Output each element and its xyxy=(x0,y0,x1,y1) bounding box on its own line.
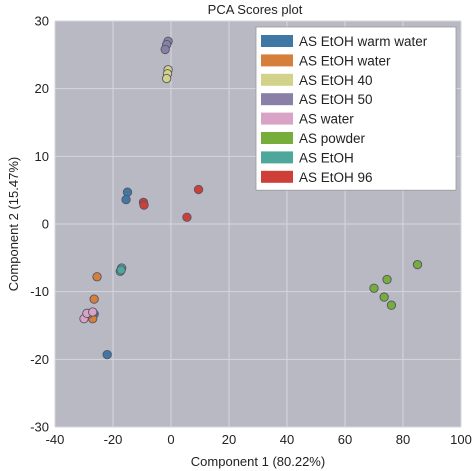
legend-label: AS powder xyxy=(299,131,366,146)
data-point xyxy=(122,187,133,197)
y-tick-label: -20 xyxy=(30,352,49,367)
y-tick-label: -10 xyxy=(30,284,49,299)
legend-label: AS EtOH warm water xyxy=(299,34,428,49)
x-axis-label: Component 1 (80.22%) xyxy=(191,454,325,469)
data-point xyxy=(379,292,389,302)
legend: AS EtOH warm water AS EtOH water AS EtOH 4… xyxy=(255,26,457,191)
x-tick-label: 20 xyxy=(222,432,236,447)
y-tick-label: 20 xyxy=(35,81,49,96)
data-point xyxy=(160,44,170,55)
data-point xyxy=(102,349,112,360)
legend-label: AS EtOH xyxy=(299,150,354,165)
legend-swatch xyxy=(261,132,293,144)
legend-swatch xyxy=(261,54,293,67)
data-point xyxy=(139,200,149,210)
legend-label: AS EtOH water xyxy=(299,53,391,68)
data-point xyxy=(92,272,102,282)
legend-swatch xyxy=(261,73,293,86)
x-tick-labels: -40 -20 0 20 40 60 80 100 xyxy=(46,432,472,447)
data-point xyxy=(121,194,131,205)
y-tick-label: 0 xyxy=(42,217,49,232)
data-point xyxy=(369,283,379,293)
legend-label: AS EtOH 50 xyxy=(299,92,373,107)
data-points xyxy=(79,36,423,360)
legend-swatch xyxy=(261,35,293,47)
x-tick-label: 0 xyxy=(167,432,174,447)
data-point xyxy=(161,73,172,84)
data-point xyxy=(89,294,99,304)
data-point xyxy=(116,265,126,275)
x-tick-label: 100 xyxy=(450,432,472,447)
legend-label: AS EtOH 40 xyxy=(299,73,373,88)
x-tick-label: 80 xyxy=(396,432,410,447)
chart-title: PCA Scores plot xyxy=(208,2,303,17)
data-point xyxy=(193,184,204,195)
data-point xyxy=(182,212,192,222)
legend-label: AS water xyxy=(299,112,354,127)
legend-swatch xyxy=(261,112,293,125)
x-tick-label: 60 xyxy=(338,432,352,447)
y-tick-label: 10 xyxy=(35,149,49,164)
y-tick-label: 30 xyxy=(35,14,49,29)
y-axis-label: Component 2 (15.47%) xyxy=(6,157,21,291)
legend-swatch xyxy=(261,170,293,183)
x-tick-label: -40 xyxy=(46,432,65,447)
y-tick-label: -30 xyxy=(30,420,49,435)
legend-swatch xyxy=(261,93,293,106)
data-point xyxy=(88,307,98,317)
legend-box xyxy=(255,26,457,191)
legend-swatch xyxy=(261,151,293,164)
y-tick-labels: -30 -20 -10 0 10 20 30 xyxy=(30,14,49,435)
x-tick-label: -20 xyxy=(104,432,123,447)
x-tick-label: 40 xyxy=(280,432,294,447)
data-point xyxy=(412,259,423,270)
data-point xyxy=(382,274,392,285)
data-point xyxy=(386,300,397,310)
legend-label: AS EtOH 96 xyxy=(299,170,373,185)
